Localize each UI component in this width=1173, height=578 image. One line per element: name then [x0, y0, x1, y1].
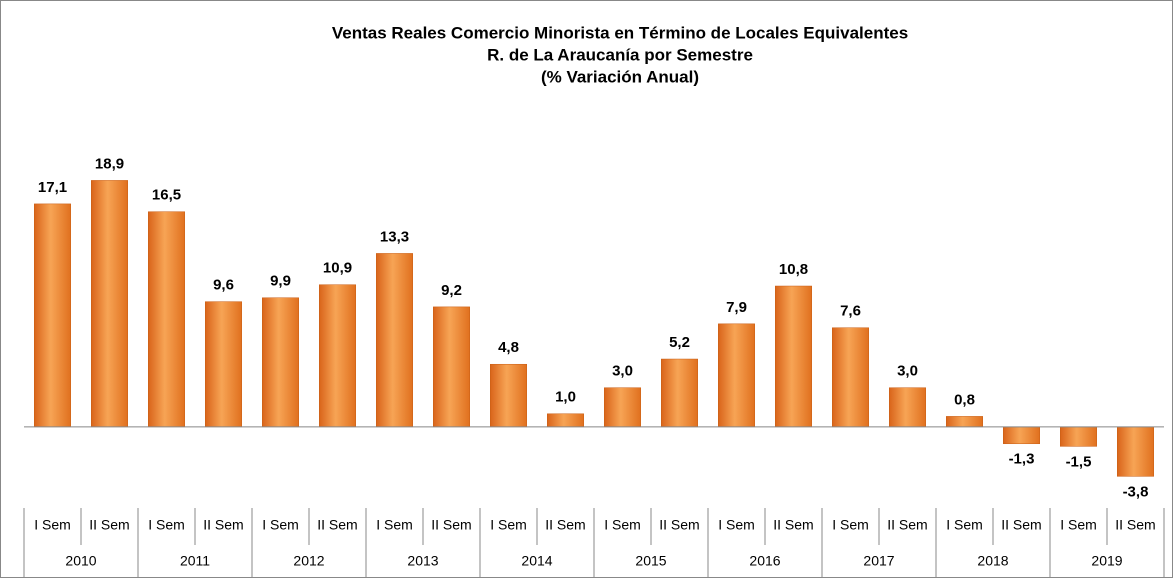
bar — [889, 387, 926, 428]
data-label: 3,0 — [897, 363, 918, 380]
data-label: 10,9 — [323, 260, 352, 277]
bar — [1003, 426, 1040, 445]
x-tick-label: I Sem — [946, 517, 983, 533]
data-label: 7,6 — [840, 303, 861, 320]
x-tick-label: II Sem — [773, 517, 813, 533]
x-tick-label: I Sem — [1060, 517, 1097, 533]
bar — [148, 211, 185, 428]
year-label: 2010 — [65, 553, 96, 569]
bar — [91, 180, 128, 428]
year-label: 2011 — [180, 553, 210, 569]
x-tick-label: II Sem — [431, 517, 471, 533]
year-label: 2015 — [635, 553, 666, 569]
year-label: 2016 — [749, 553, 780, 569]
x-tick-label: II Sem — [317, 517, 357, 533]
x-tick-label: I Sem — [718, 517, 755, 533]
bar — [262, 297, 299, 428]
data-label: 16,5 — [152, 187, 181, 204]
data-label: 17,1 — [38, 179, 67, 196]
data-label: 4,8 — [498, 339, 519, 356]
bar — [376, 253, 413, 428]
chart-title: R. de La Araucanía por Semestre — [487, 45, 753, 64]
bar — [205, 301, 242, 428]
bar — [661, 358, 698, 428]
data-label: 18,9 — [95, 155, 124, 172]
x-tick-label: I Sem — [832, 517, 869, 533]
chart-title: (% Variación Anual) — [541, 67, 699, 86]
bar — [319, 284, 356, 428]
data-label: 9,9 — [270, 273, 291, 290]
bar — [34, 203, 71, 428]
bar — [775, 285, 812, 428]
data-label: -1,3 — [1009, 451, 1035, 468]
bar — [547, 413, 584, 428]
bar — [490, 363, 527, 428]
year-label: 2018 — [977, 553, 1008, 569]
bar — [433, 306, 470, 428]
data-label: 13,3 — [380, 228, 409, 245]
x-tick-label: II Sem — [89, 517, 129, 533]
x-tick-label: II Sem — [1115, 517, 1155, 533]
data-label: 0,8 — [954, 391, 975, 408]
bar — [718, 323, 755, 428]
x-tick-label: II Sem — [1001, 517, 1041, 533]
x-tick-label: II Sem — [203, 517, 243, 533]
data-label: 3,0 — [612, 363, 633, 380]
data-label: -3,8 — [1123, 483, 1149, 500]
x-tick-label: I Sem — [376, 517, 413, 533]
x-tick-label: II Sem — [887, 517, 927, 533]
bar — [946, 416, 983, 428]
year-label: 2014 — [521, 553, 552, 569]
x-tick-label: I Sem — [262, 517, 299, 533]
data-label: 9,6 — [213, 277, 234, 294]
year-label: 2019 — [1091, 553, 1122, 569]
x-tick-label: II Sem — [545, 517, 585, 533]
chart-title: Ventas Reales Comercio Minorista en Térm… — [332, 23, 908, 42]
x-tick-label: I Sem — [148, 517, 185, 533]
x-tick-label: I Sem — [490, 517, 527, 533]
year-label: 2013 — [407, 553, 438, 569]
data-label: -1,5 — [1066, 453, 1092, 470]
year-label: 2012 — [293, 553, 324, 569]
bar — [604, 387, 641, 428]
data-label: 10,8 — [779, 261, 808, 278]
data-label: 1,0 — [555, 389, 576, 406]
data-label: 7,9 — [726, 299, 747, 316]
data-label: 9,2 — [441, 282, 462, 299]
x-tick-label: I Sem — [34, 517, 71, 533]
x-tick-label: II Sem — [659, 517, 699, 533]
bar — [832, 327, 869, 428]
bar — [1060, 426, 1097, 447]
data-label: 5,2 — [669, 334, 690, 351]
year-label: 2017 — [863, 553, 894, 569]
bar — [1117, 426, 1154, 477]
x-tick-label: I Sem — [604, 517, 641, 533]
